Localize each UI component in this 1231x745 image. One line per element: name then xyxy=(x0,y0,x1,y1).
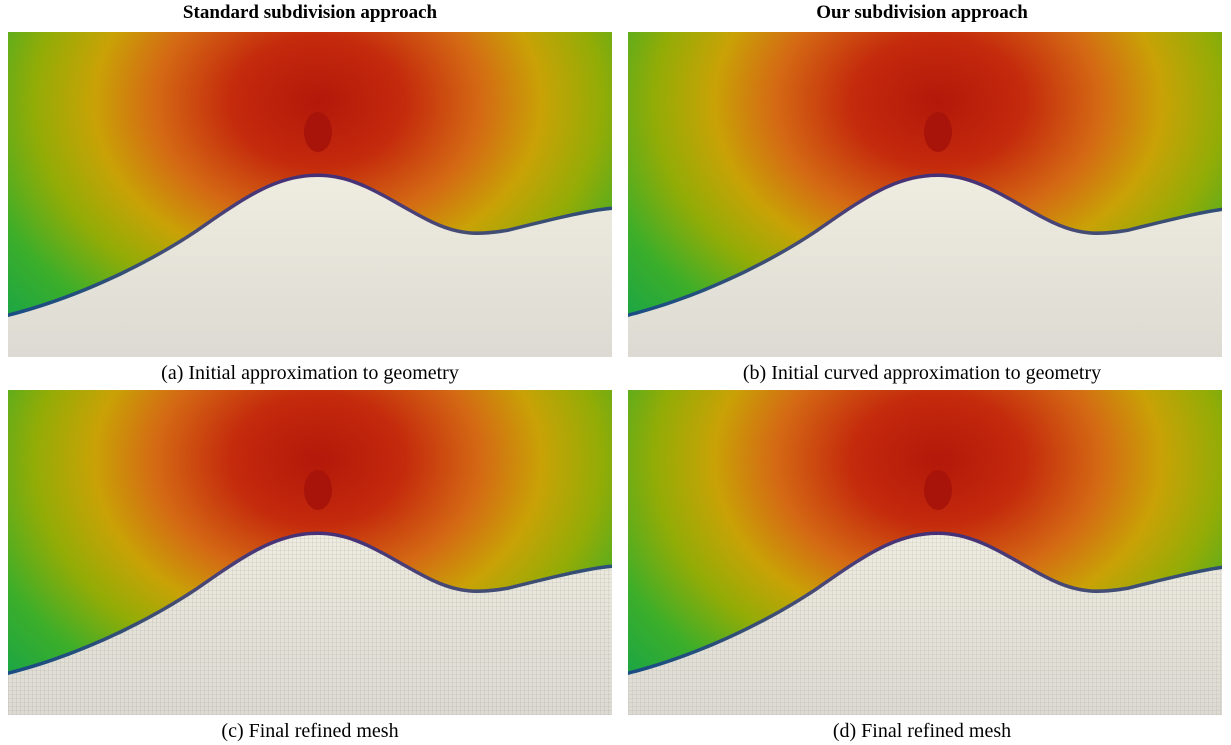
figure: Standard subdivision approach Our subdiv… xyxy=(0,0,1231,745)
image-panel xyxy=(8,32,612,357)
caption: (b) Initial curved approximation to geom… xyxy=(620,362,1224,385)
caption: (d) Final refined mesh xyxy=(620,720,1224,743)
column-header: Standard subdivision approach xyxy=(8,2,612,24)
caption: (c) Final refined mesh xyxy=(8,720,612,743)
image-panel xyxy=(628,390,1222,715)
caption: (a) Initial approximation to geometry xyxy=(8,362,612,385)
image-panel xyxy=(8,390,612,715)
image-panel xyxy=(628,32,1222,357)
column-header: Our subdivision approach xyxy=(620,2,1224,24)
